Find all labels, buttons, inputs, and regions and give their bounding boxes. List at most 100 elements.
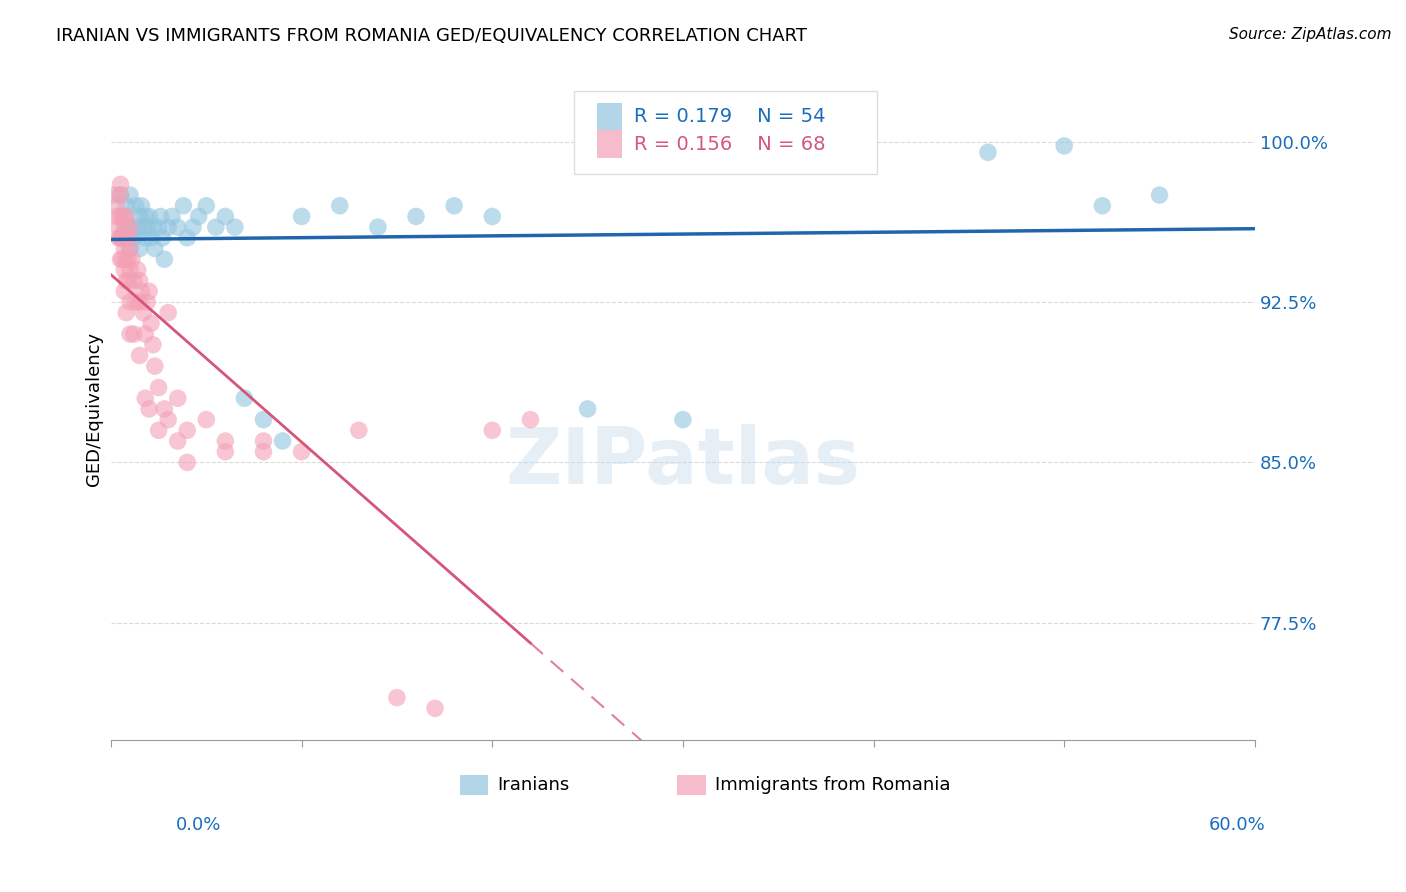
Point xyxy=(110,231,132,245)
Point xyxy=(134,210,156,224)
Point xyxy=(127,220,149,235)
Point xyxy=(142,220,165,235)
Point xyxy=(110,210,132,224)
Point xyxy=(118,220,141,235)
Point xyxy=(118,327,141,342)
Point xyxy=(148,220,170,235)
Point xyxy=(176,231,198,245)
Point xyxy=(1149,188,1171,202)
Point xyxy=(128,295,150,310)
Point xyxy=(138,401,160,416)
Point xyxy=(128,210,150,224)
Point xyxy=(195,199,218,213)
Point xyxy=(112,263,135,277)
Point xyxy=(121,252,143,267)
Y-axis label: GED/Equivalency: GED/Equivalency xyxy=(86,332,103,486)
Point xyxy=(118,220,141,235)
Point xyxy=(118,188,141,202)
Point xyxy=(110,188,132,202)
Text: Iranians: Iranians xyxy=(498,776,569,794)
Point xyxy=(115,210,138,224)
Text: Immigrants from Romania: Immigrants from Romania xyxy=(714,776,950,794)
Point xyxy=(118,263,141,277)
Point xyxy=(166,220,188,235)
Point xyxy=(118,295,141,310)
Point xyxy=(385,690,408,705)
Point xyxy=(205,220,228,235)
Point xyxy=(148,423,170,437)
Point xyxy=(118,242,141,256)
Point xyxy=(172,199,194,213)
Point xyxy=(153,252,176,267)
Point xyxy=(142,338,165,352)
FancyBboxPatch shape xyxy=(598,103,623,130)
Point xyxy=(139,231,162,245)
Point xyxy=(347,423,370,437)
Point xyxy=(233,391,256,405)
Point xyxy=(160,210,183,224)
Text: 0.0%: 0.0% xyxy=(176,816,221,834)
Point xyxy=(115,220,138,235)
Point xyxy=(115,274,138,288)
Point xyxy=(134,231,156,245)
Point xyxy=(132,306,155,320)
Point xyxy=(329,199,352,213)
Point xyxy=(128,348,150,362)
Point xyxy=(405,210,427,224)
Point xyxy=(214,444,236,458)
Point xyxy=(107,220,129,235)
Point xyxy=(115,252,138,267)
FancyBboxPatch shape xyxy=(678,775,706,795)
FancyBboxPatch shape xyxy=(460,775,488,795)
Point xyxy=(291,210,314,224)
FancyBboxPatch shape xyxy=(598,130,623,158)
Point xyxy=(128,242,150,256)
Point xyxy=(576,401,599,416)
Point xyxy=(105,199,128,213)
Point xyxy=(443,199,465,213)
Point xyxy=(1053,139,1076,153)
Point xyxy=(117,220,139,235)
Point xyxy=(672,412,695,426)
Point xyxy=(110,188,132,202)
Text: ZIPatlas: ZIPatlas xyxy=(505,424,860,500)
Point xyxy=(149,210,172,224)
Point xyxy=(105,210,128,224)
Point xyxy=(111,231,134,245)
Point xyxy=(131,285,153,299)
Point xyxy=(117,252,139,267)
Point xyxy=(107,231,129,245)
Point xyxy=(132,220,155,235)
Point xyxy=(112,220,135,235)
Point xyxy=(481,210,503,224)
FancyBboxPatch shape xyxy=(574,91,877,174)
Point xyxy=(252,434,274,448)
Point xyxy=(112,210,135,224)
Point xyxy=(148,380,170,394)
Point xyxy=(118,242,141,256)
Point xyxy=(136,295,159,310)
Point xyxy=(143,359,166,373)
Text: Source: ZipAtlas.com: Source: ZipAtlas.com xyxy=(1229,27,1392,42)
Point xyxy=(152,231,174,245)
Point xyxy=(117,274,139,288)
Point xyxy=(131,199,153,213)
Point xyxy=(143,242,166,256)
Text: IRANIAN VS IMMIGRANTS FROM ROMANIA GED/EQUIVALENCY CORRELATION CHART: IRANIAN VS IMMIGRANTS FROM ROMANIA GED/E… xyxy=(56,27,807,45)
Text: 60.0%: 60.0% xyxy=(1209,816,1265,834)
Point xyxy=(110,252,132,267)
Point xyxy=(291,444,314,458)
Point xyxy=(110,178,132,192)
Point xyxy=(136,220,159,235)
Point xyxy=(224,220,246,235)
Point xyxy=(252,412,274,426)
Point xyxy=(127,263,149,277)
Point xyxy=(367,220,389,235)
Point xyxy=(423,701,446,715)
Point xyxy=(115,306,138,320)
Point xyxy=(187,210,209,224)
Point xyxy=(176,455,198,469)
Point xyxy=(157,220,180,235)
Point xyxy=(153,401,176,416)
Point xyxy=(166,391,188,405)
